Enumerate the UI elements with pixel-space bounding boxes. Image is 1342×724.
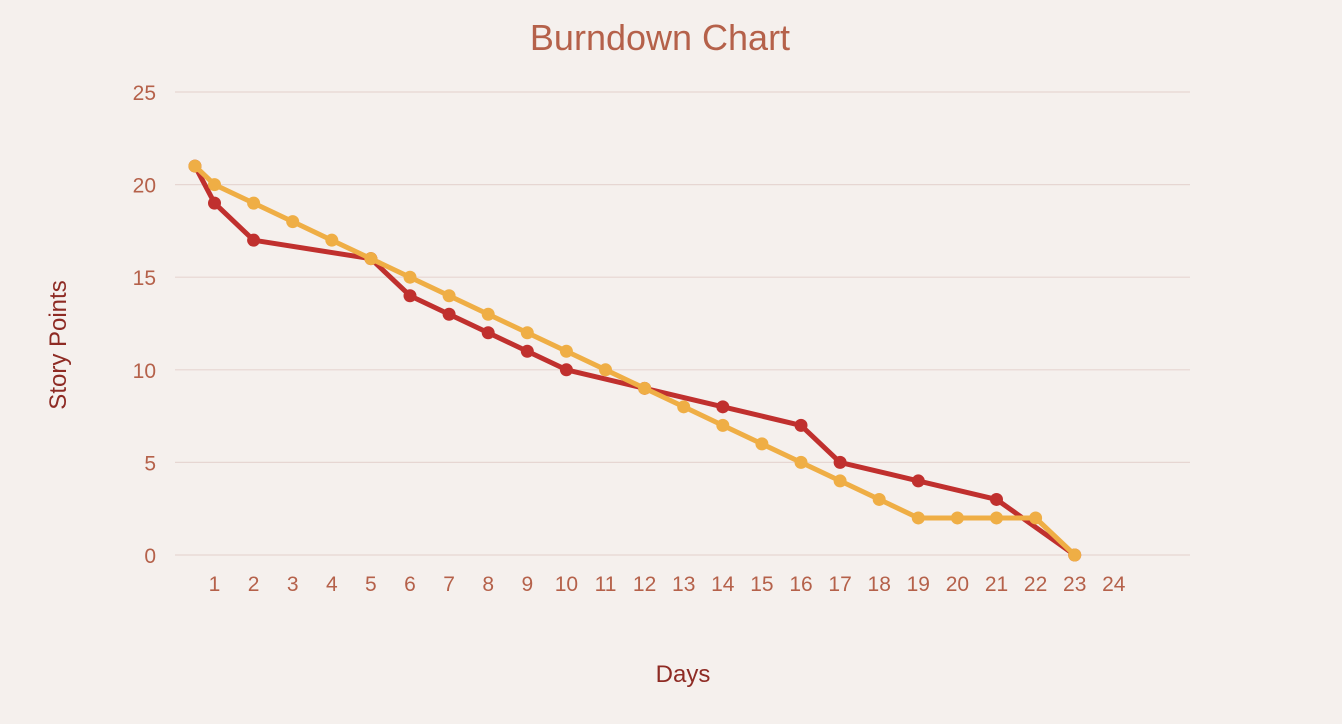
data-point-ideal <box>755 437 769 451</box>
y-tick-label: 15 <box>133 267 156 290</box>
data-point-ideal <box>247 196 261 210</box>
data-point-ideal <box>559 344 573 358</box>
x-tick-label: 2 <box>248 573 260 596</box>
data-point-actual <box>559 363 573 377</box>
x-tick-label: 10 <box>555 573 578 596</box>
data-point-ideal <box>599 363 612 377</box>
data-point-actual <box>716 400 730 414</box>
data-point-ideal <box>403 270 417 284</box>
data-point-ideal <box>442 289 456 303</box>
data-point-ideal <box>188 159 202 173</box>
data-point-ideal <box>833 474 847 488</box>
x-tick-label: 14 <box>711 573 735 596</box>
x-tick-label: 15 <box>750 573 773 596</box>
y-tick-label: 10 <box>133 360 156 383</box>
data-point-ideal <box>950 511 964 525</box>
x-tick-label: 4 <box>326 573 338 596</box>
data-point-ideal <box>208 178 221 192</box>
x-tick-label: 17 <box>828 573 851 596</box>
x-tick-label: 11 <box>595 573 617 596</box>
data-point-ideal <box>325 233 339 247</box>
data-point-ideal <box>990 511 1003 525</box>
data-point-actual <box>520 344 534 358</box>
x-tick-label: 12 <box>633 573 656 596</box>
data-point-actual <box>403 289 417 303</box>
x-tick-label: 21 <box>985 573 1008 596</box>
y-tick-label: 20 <box>133 175 156 198</box>
series-lines <box>188 159 1082 562</box>
x-tick-label: 3 <box>287 573 299 596</box>
chart-title: Burndown Chart <box>530 17 790 58</box>
series-line-actual <box>192 163 1078 558</box>
data-point-actual <box>481 326 495 340</box>
data-point-ideal <box>1068 548 1082 562</box>
series-ideal <box>188 159 1082 562</box>
x-tick-label: 23 <box>1063 573 1086 596</box>
x-tick-label: 13 <box>672 573 695 596</box>
data-point-ideal <box>1029 511 1043 525</box>
data-point-ideal <box>677 400 691 414</box>
x-tick-label: 19 <box>907 573 930 596</box>
y-axis-ticks: 0 5 10 15 20 25 <box>133 82 156 568</box>
data-point-ideal <box>520 326 534 340</box>
data-point-ideal <box>794 455 808 469</box>
data-point-actual <box>990 492 1003 506</box>
data-point-ideal <box>716 418 730 432</box>
x-tick-label: 16 <box>789 573 812 596</box>
grid-lines <box>175 91 1190 556</box>
x-tick-label: 7 <box>443 573 455 596</box>
x-axis-title: Days <box>656 661 711 688</box>
x-tick-label: 8 <box>482 573 494 596</box>
x-tick-label: 9 <box>521 573 533 596</box>
series-actual <box>188 159 1082 562</box>
x-tick-label: 18 <box>868 573 891 596</box>
data-point-ideal <box>481 307 495 321</box>
data-point-actual <box>442 307 456 321</box>
x-tick-label: 22 <box>1024 573 1047 596</box>
series-line-ideal <box>192 163 1078 558</box>
x-tick-label: 24 <box>1102 573 1126 596</box>
data-point-actual <box>247 233 261 247</box>
y-tick-label: 5 <box>144 452 156 475</box>
y-tick-label: 25 <box>133 82 156 105</box>
data-point-ideal <box>364 252 378 266</box>
data-point-ideal <box>911 511 925 525</box>
x-axis-ticks: 1 2 3 4 5 6 7 8 9 10 11 12 13 14 15 16 17 18 19 20 21 22 23 24 <box>209 573 1126 596</box>
y-axis-title: Story Points <box>45 280 72 409</box>
x-tick-label: 6 <box>404 573 416 596</box>
data-point-ideal <box>638 381 652 395</box>
data-point-ideal <box>286 215 300 229</box>
data-point-ideal <box>872 492 886 506</box>
y-tick-label: 0 <box>144 545 156 568</box>
x-tick-label: 20 <box>946 573 969 596</box>
data-point-actual <box>833 455 847 469</box>
data-point-actual <box>208 196 221 210</box>
x-tick-label: 1 <box>209 573 221 596</box>
data-point-actual <box>794 418 808 432</box>
data-point-actual <box>911 474 925 488</box>
x-tick-label: 5 <box>365 573 377 596</box>
